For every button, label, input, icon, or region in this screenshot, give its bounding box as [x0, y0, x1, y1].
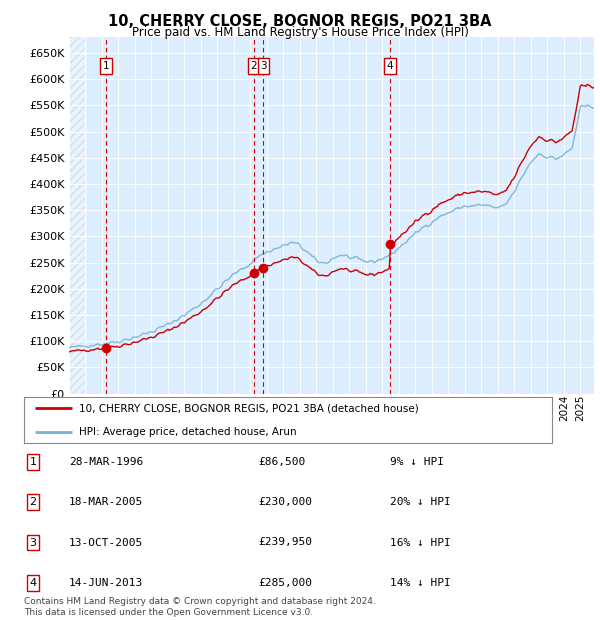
Text: 10, CHERRY CLOSE, BOGNOR REGIS, PO21 3BA: 10, CHERRY CLOSE, BOGNOR REGIS, PO21 3BA [108, 14, 492, 29]
Text: Price paid vs. HM Land Registry's House Price Index (HPI): Price paid vs. HM Land Registry's House … [131, 26, 469, 39]
Text: 14% ↓ HPI: 14% ↓ HPI [390, 578, 451, 588]
Text: 1: 1 [29, 457, 37, 467]
Text: HPI: Average price, detached house, Arun: HPI: Average price, detached house, Arun [79, 427, 297, 436]
Text: 4: 4 [29, 578, 37, 588]
Text: £285,000: £285,000 [258, 578, 312, 588]
Text: £230,000: £230,000 [258, 497, 312, 507]
Text: 14-JUN-2013: 14-JUN-2013 [69, 578, 143, 588]
Text: 3: 3 [29, 538, 37, 547]
Text: 18-MAR-2005: 18-MAR-2005 [69, 497, 143, 507]
Text: 9% ↓ HPI: 9% ↓ HPI [390, 457, 444, 467]
Text: 20% ↓ HPI: 20% ↓ HPI [390, 497, 451, 507]
Text: 2: 2 [251, 61, 257, 71]
Text: Contains HM Land Registry data © Crown copyright and database right 2024.
This d: Contains HM Land Registry data © Crown c… [24, 598, 376, 617]
Text: 28-MAR-1996: 28-MAR-1996 [69, 457, 143, 467]
Text: 10, CHERRY CLOSE, BOGNOR REGIS, PO21 3BA (detached house): 10, CHERRY CLOSE, BOGNOR REGIS, PO21 3BA… [79, 404, 419, 414]
Text: 13-OCT-2005: 13-OCT-2005 [69, 538, 143, 547]
Text: 2: 2 [29, 497, 37, 507]
Text: £86,500: £86,500 [258, 457, 305, 467]
Text: 4: 4 [386, 61, 393, 71]
Bar [69, 37, 85, 394]
Text: 16% ↓ HPI: 16% ↓ HPI [390, 538, 451, 547]
Text: 1: 1 [103, 61, 109, 71]
Text: 3: 3 [260, 61, 267, 71]
Text: £239,950: £239,950 [258, 538, 312, 547]
